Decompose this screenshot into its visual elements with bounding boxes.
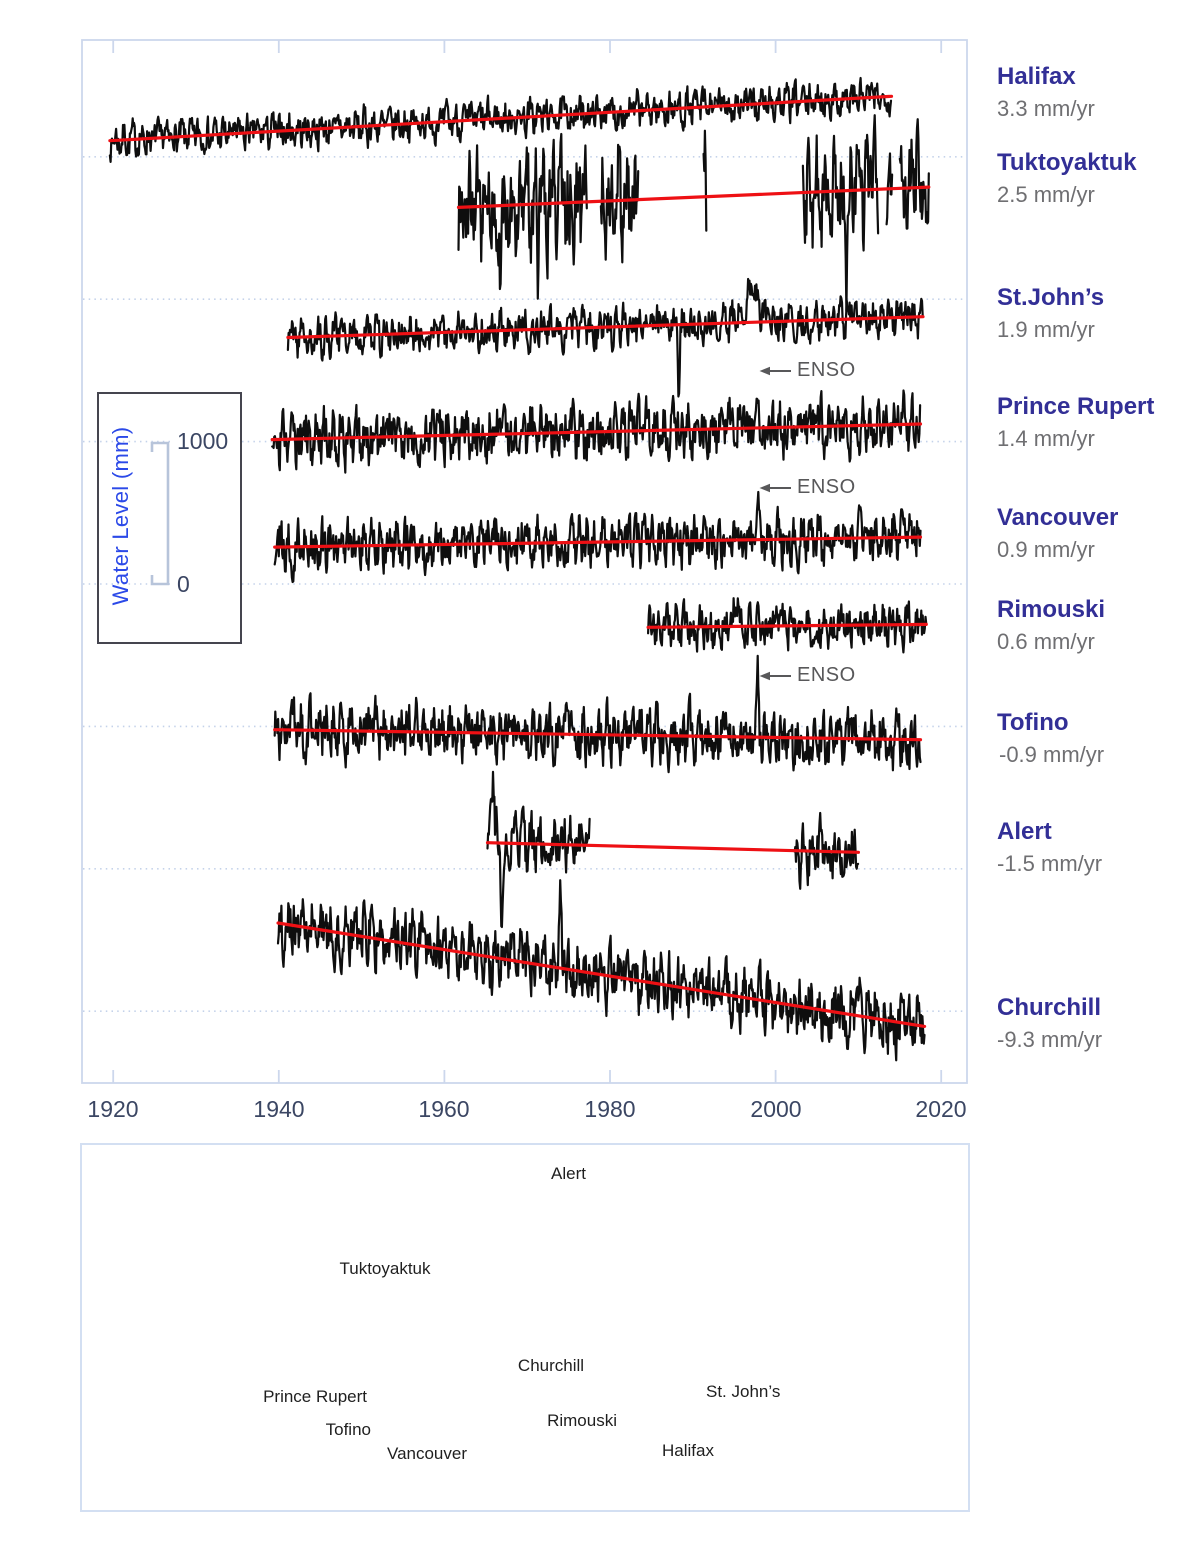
station-label-tofino: Tofino (997, 709, 1069, 736)
series-tuktoyaktuk (702, 129, 708, 232)
x-tick-1980: 1980 (584, 1096, 636, 1122)
series-st-john-s (286, 277, 924, 398)
station-rate-st-johns: 1.9 mm/yr (997, 317, 1095, 342)
enso-annotation: ENSO (797, 476, 856, 498)
x-tick-1920: 1920 (87, 1096, 139, 1122)
station-label-vancouver: Vancouver (997, 504, 1119, 531)
water-level-series (108, 76, 930, 1062)
scale-bottom-value: 0 (177, 571, 190, 597)
series-vancouver (273, 490, 922, 584)
plot-frame (81, 39, 968, 1084)
map-label-vancouver: Vancouver (386, 1444, 468, 1463)
map-panel (80, 1143, 970, 1512)
trend-vancouver (273, 535, 923, 549)
series-rimouski (647, 597, 928, 654)
station-label-rimouski: Rimouski (997, 596, 1106, 623)
enso-annotation: ENSO (797, 664, 856, 686)
station-rate-rimouski: 0.6 mm/yr (997, 629, 1095, 654)
map-label-churchill: Churchill (517, 1356, 585, 1375)
x-tick-2020: 2020 (915, 1096, 967, 1122)
map-label-tofino: Tofino (325, 1420, 371, 1439)
station-rate-tuktoyaktuk: 2.5 mm/yr (997, 182, 1095, 207)
trend-prince-rupert (270, 422, 923, 442)
station-rate-churchill: -9.3 mm/yr (997, 1027, 1103, 1052)
series-tuktoyaktuk (885, 152, 894, 226)
station-label-prince-rupert: Prince Rupert (997, 393, 1155, 420)
x-tick-2000: 2000 (750, 1096, 802, 1122)
trend-churchill (276, 921, 927, 1029)
series-churchill (276, 879, 926, 1062)
series-alert (486, 770, 591, 929)
y-axis-title: Water Level (mm) (108, 426, 133, 606)
trend-tuktoyaktuk (456, 185, 931, 209)
trend-halifax (108, 94, 894, 143)
series-halifax (108, 76, 893, 163)
trend-tofino (273, 728, 923, 742)
series-tofino (273, 654, 922, 774)
trend-rimouski (646, 622, 928, 629)
map-label-st-johns: St. John’s (706, 1382, 781, 1401)
map-label-alert: Alert (551, 1164, 586, 1183)
scale-top-value: 1000 (177, 428, 229, 454)
series-tuktoyaktuk (457, 132, 588, 300)
station-rate-alert: -1.5 mm/yr (997, 851, 1103, 876)
station-rate-vancouver: 0.9 mm/yr (997, 537, 1095, 562)
station-label-st-johns: St.John’s (997, 284, 1105, 311)
series-tuktoyaktuk (898, 118, 930, 230)
station-label-tuktoyaktuk: Tuktoyaktuk (997, 149, 1137, 176)
trend-alert (485, 841, 861, 854)
enso-annotation: ENSO (797, 359, 856, 381)
station-label-alert: Alert (997, 818, 1052, 845)
map-label-prince-rupert: Prince Rupert (263, 1387, 367, 1406)
map-label-halifax: Halifax (662, 1441, 714, 1460)
series-alert (793, 811, 860, 890)
series-tuktoyaktuk (599, 143, 640, 264)
trend-lines (108, 94, 931, 1029)
scale-bracket (150, 441, 170, 586)
station-label-churchill: Churchill (997, 994, 1102, 1021)
trend-st-john-s (286, 315, 925, 340)
map-label-rimouski: Rimouski (547, 1411, 617, 1430)
station-label-halifax: Halifax (997, 63, 1076, 90)
scale-legend-box (97, 392, 242, 644)
series-tuktoyaktuk (801, 114, 880, 312)
station-rate-tofino: -0.9 mm/yr (999, 742, 1105, 767)
station-rate-prince-rupert: 1.4 mm/yr (997, 426, 1095, 451)
station-rate-halifax: 3.3 mm/yr (997, 96, 1095, 121)
x-tick-1960: 1960 (418, 1096, 470, 1122)
x-tick-1940: 1940 (253, 1096, 305, 1122)
map-label-tuktoyaktuk: Tuktoyaktuk (339, 1259, 431, 1278)
enso-arrows (759, 366, 791, 681)
